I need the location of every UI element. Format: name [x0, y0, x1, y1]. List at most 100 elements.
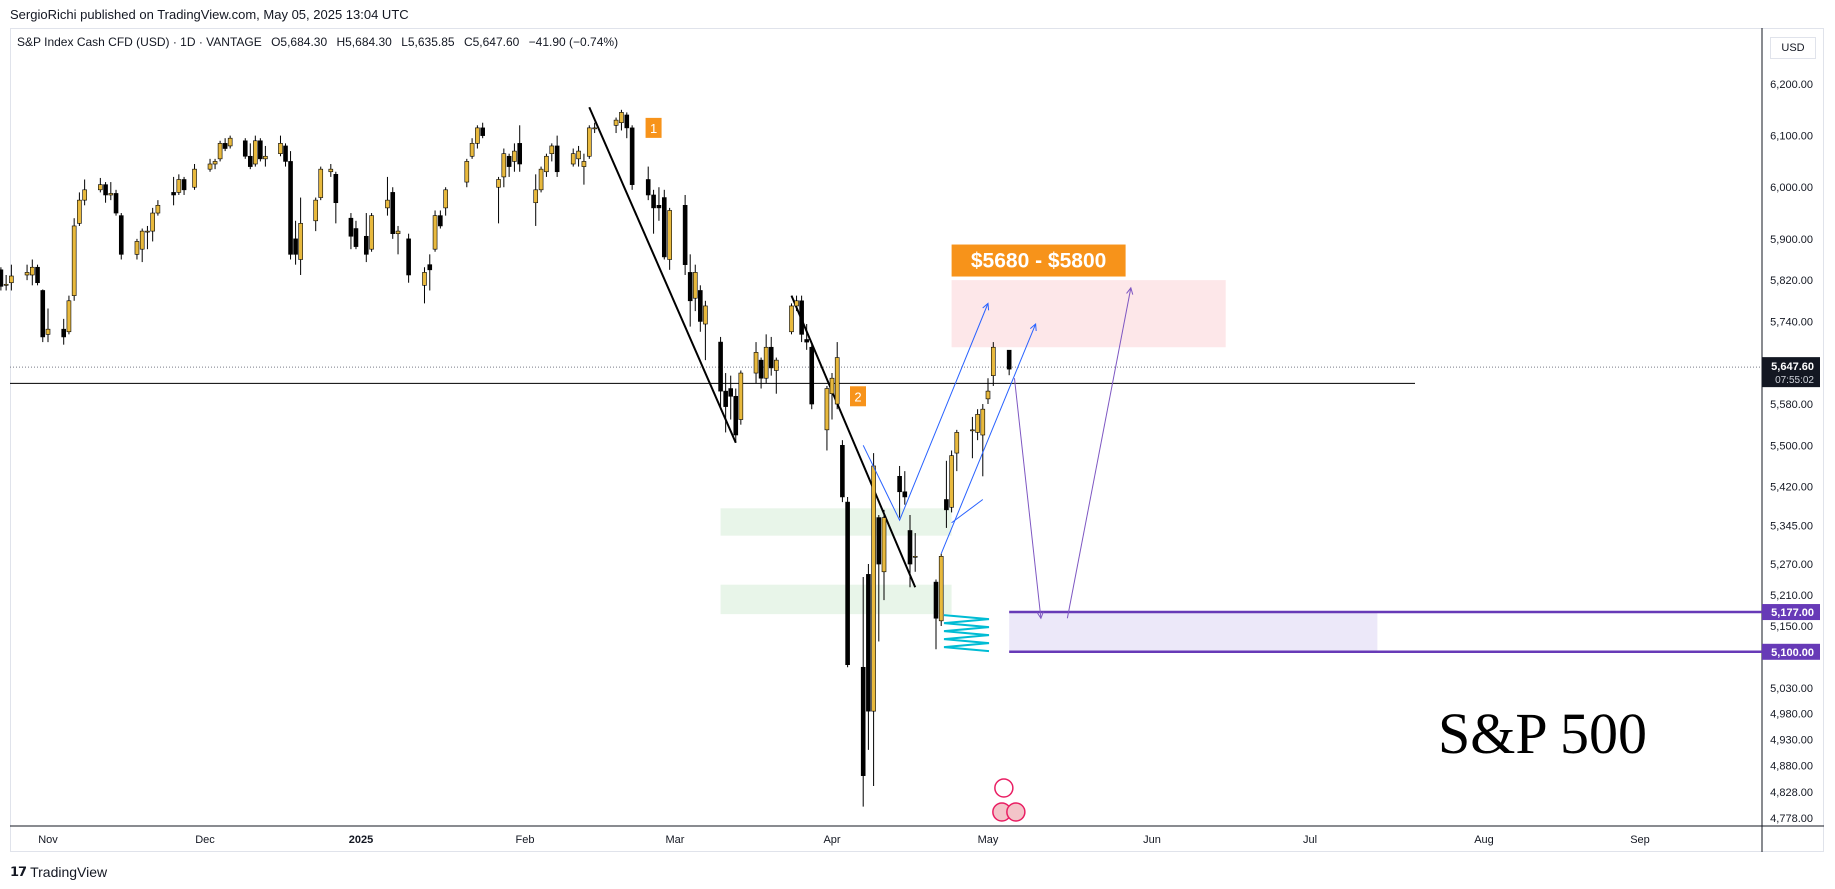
candle-body: [718, 341, 723, 392]
candle-body: [970, 429, 975, 432]
arrow-head: [1029, 323, 1037, 332]
candle-body: [912, 555, 918, 558]
candle-body: [871, 465, 876, 712]
candle-body: [35, 266, 40, 284]
last-price-label: 5,647.60: [1771, 361, 1814, 373]
candle-body: [443, 189, 448, 209]
candle-body: [824, 388, 830, 431]
bar-countdown: 07:55:02: [1775, 375, 1814, 386]
candle-body: [298, 223, 303, 260]
candle-body: [799, 300, 804, 335]
demand-zone: [720, 584, 952, 615]
arrow-head: [1126, 286, 1134, 295]
demand-zone: [720, 508, 952, 536]
price-axis-label-box: [1762, 643, 1820, 660]
candle-body: [328, 168, 334, 173]
candle-body: [464, 161, 470, 183]
candle-body: [422, 272, 427, 286]
x-tick-label: Aug: [1474, 834, 1494, 846]
ohlc-low: L5,635.85: [401, 35, 455, 49]
candle-body: [432, 215, 438, 250]
y-tick-label: 5,900.00: [1770, 234, 1813, 246]
candle-body: [118, 215, 124, 255]
candle-body: [758, 359, 764, 379]
x-tick-label: Feb: [516, 834, 535, 846]
candle-body: [907, 530, 913, 565]
y-tick-label: 5,030.00: [1770, 683, 1813, 695]
tradingview-logo[interactable]: 𝟭𝟳 TradingView: [10, 864, 107, 880]
candle-body: [29, 266, 35, 276]
candle-body: [390, 192, 396, 234]
y-tick-label: 5,270.00: [1770, 559, 1813, 571]
candle-body: [77, 199, 82, 224]
candle-body: [98, 184, 103, 191]
candle-body: [763, 346, 769, 379]
candle-body: [656, 205, 662, 209]
candle-body: [496, 179, 501, 188]
candle-body: [313, 199, 319, 222]
y-tick-label: 5,580.00: [1770, 399, 1813, 411]
candle-body: [698, 290, 703, 322]
ohlc-open: O5,684.30: [271, 35, 328, 49]
price-axis-label: 5,100.00: [1771, 647, 1814, 659]
projection-line: [951, 499, 984, 524]
candle-body: [933, 581, 939, 619]
candle-body: [1006, 349, 1012, 370]
candle-body: [554, 145, 560, 173]
candle-body: [353, 228, 359, 247]
candle-body: [108, 193, 114, 196]
candle-body: [860, 666, 866, 776]
projection-line: [1066, 287, 1132, 619]
candle-body: [512, 150, 517, 162]
candle-body: [645, 179, 651, 196]
candle-body: [804, 339, 809, 343]
y-tick-label: 4,778.00: [1770, 813, 1813, 825]
y-tick-label: 4,880.00: [1770, 760, 1813, 772]
candle-body: [629, 127, 635, 185]
candle-body: [613, 119, 619, 126]
projection-line: [862, 303, 989, 522]
candle-body: [139, 230, 145, 250]
candle-body: [369, 215, 374, 250]
candle-body: [155, 205, 161, 214]
candle-body: [840, 445, 845, 498]
candle-body: [733, 395, 739, 436]
scribble-annotation: [943, 614, 990, 653]
candle-body: [438, 215, 443, 227]
trend-line: [588, 106, 737, 444]
candle-body: [318, 168, 324, 198]
candle-body: [242, 140, 248, 157]
candle-body: [809, 346, 815, 405]
candle-body: [395, 230, 401, 234]
y-tick-label: 6,000.00: [1770, 182, 1813, 194]
candle-body: [990, 346, 996, 376]
symbol-name[interactable]: S&P Index Cash CFD (USD) · 1D · VANTAGE: [17, 35, 262, 49]
candle-body: [247, 155, 253, 167]
candle-body: [980, 408, 986, 436]
candle-body: [469, 143, 475, 157]
candle-body: [687, 272, 693, 302]
candle-body: [253, 140, 258, 165]
currency-button[interactable]: USD: [1770, 37, 1816, 59]
candle-body: [692, 272, 698, 299]
x-tick-label: Dec: [195, 834, 215, 846]
candle-body: [278, 143, 283, 154]
candle-body: [283, 145, 288, 162]
candle-body: [538, 168, 544, 191]
last-price-label-box: [1762, 357, 1820, 388]
x-tick-label: May: [978, 834, 999, 846]
candle-body: [866, 574, 871, 712]
projection-line: [1013, 378, 1042, 619]
candle-body: [24, 272, 30, 276]
candle-body: [288, 161, 293, 255]
chart-frame[interactable]: [10, 28, 1824, 852]
candle-body: [3, 283, 9, 286]
candle-body: [427, 264, 433, 271]
candle-body: [150, 212, 155, 232]
candle-body: [145, 230, 150, 233]
candle-body: [581, 161, 587, 167]
ohlc-high: H5,684.30: [336, 35, 392, 49]
x-tick-label: Apr: [823, 834, 840, 846]
candle-body: [876, 517, 882, 565]
